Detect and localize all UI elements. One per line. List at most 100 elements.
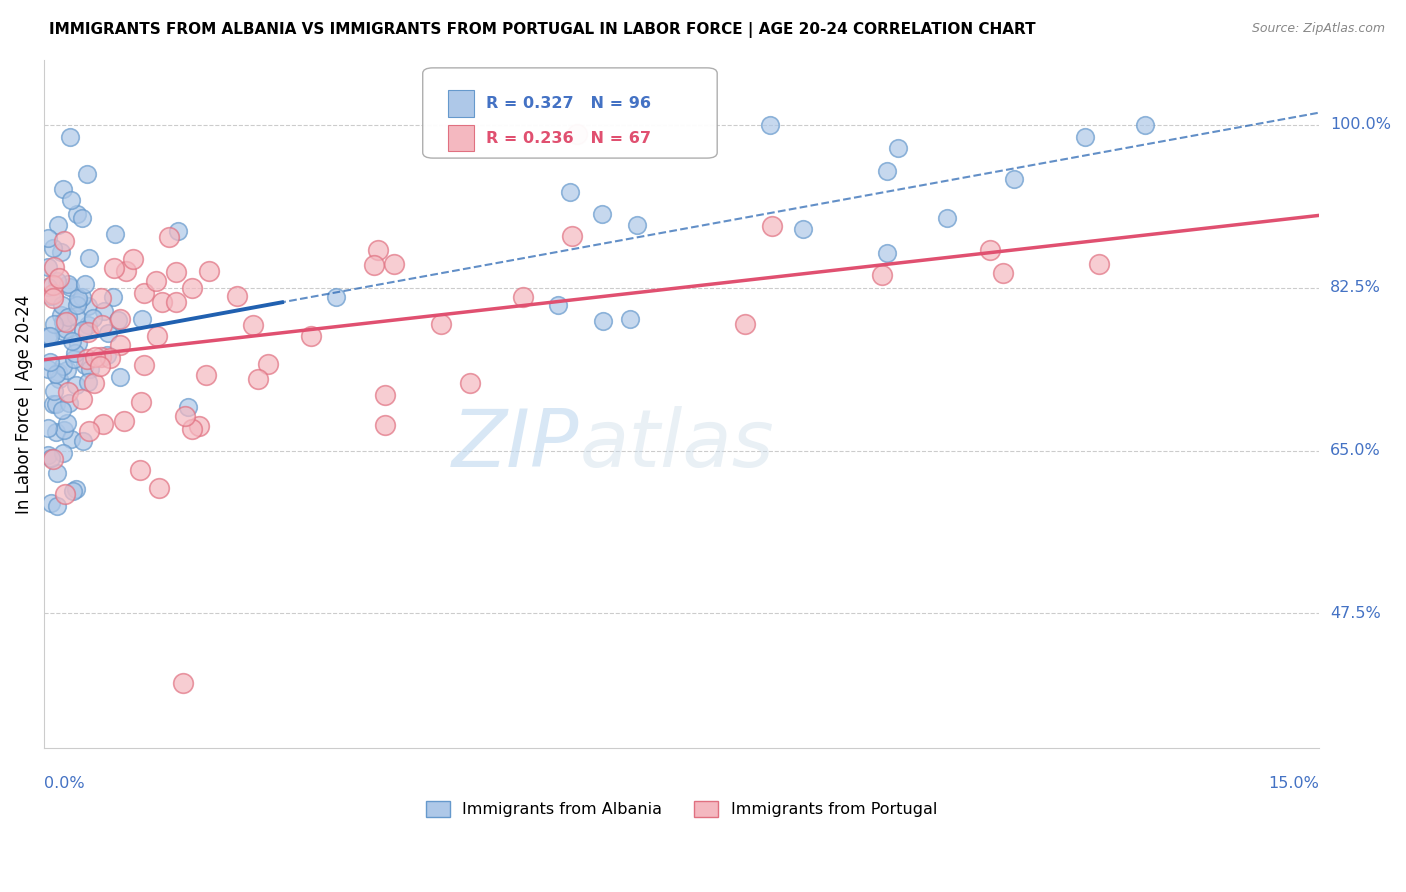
Point [76,299,98,313]
Point [979,243,1001,257]
Point [56,363,79,377]
Point [103,260,125,275]
Point [56,277,79,292]
Point [90,291,112,305]
Point [52,359,75,374]
Point [246,372,269,386]
Point [198,264,221,278]
Point [1088,257,1111,271]
Point [59,130,82,145]
Point [96,348,118,362]
Point [65,482,87,496]
Point [93,303,115,318]
Point [108,311,131,326]
Point [299,329,322,343]
Text: Source: ZipAtlas.com: Source: ZipAtlas.com [1251,22,1385,36]
Point [51,402,73,417]
Point [37,329,59,343]
Point [46,274,69,288]
Point [626,219,648,233]
Text: 65.0%: 65.0% [1330,443,1381,458]
Point [42,317,65,331]
Point [77,318,100,333]
Point [458,376,481,390]
Point [55,416,77,430]
Point [72,211,94,226]
Point [60,432,83,446]
Point [98,351,121,365]
Point [52,446,75,460]
Point [41,451,63,466]
Point [76,352,98,367]
Point [45,499,67,513]
Point [325,289,347,303]
Point [165,265,187,279]
Point [97,326,120,340]
Point [63,351,86,366]
Point [761,219,783,233]
Point [108,369,131,384]
Point [67,336,90,351]
Text: ZIP: ZIP [453,407,579,484]
Point [146,329,169,343]
Point [37,448,59,462]
Point [59,279,82,293]
Point [115,264,138,278]
Point [558,185,581,199]
Bar [449,125,474,152]
Point [38,329,60,343]
Point [145,274,167,288]
Point [363,258,385,272]
Point [83,376,105,390]
Point [41,452,63,467]
Point [84,351,107,365]
Point [367,243,389,257]
Point [384,256,406,270]
Point [48,270,70,285]
Point [256,358,278,372]
Point [49,244,72,259]
Point [48,365,70,379]
Point [90,318,112,332]
Point [132,285,155,300]
Point [45,425,67,439]
Point [89,359,111,373]
Point [1133,118,1156,132]
Point [188,419,211,434]
Point [132,358,155,372]
Point [37,280,59,294]
Text: 82.5%: 82.5% [1330,280,1381,295]
Point [122,252,145,266]
Point [41,277,63,292]
Point [55,486,77,500]
Point [167,224,190,238]
Point [177,400,200,414]
Point [58,396,80,410]
Point [936,211,959,226]
Point [44,260,66,275]
Point [547,298,569,312]
Point [148,481,170,495]
Point [242,318,264,333]
Point [592,314,614,328]
Text: 100.0%: 100.0% [1330,117,1391,132]
Point [60,334,83,348]
Point [62,483,84,498]
Point [42,287,65,301]
Point [734,317,756,331]
Point [76,168,98,182]
Point [39,355,62,369]
Point [619,312,641,326]
Point [887,141,910,155]
Point [63,346,86,360]
Point [226,289,249,303]
Point [565,128,588,142]
Point [42,384,65,398]
Point [77,325,100,339]
Point [65,378,87,392]
Bar [449,90,474,117]
Point [107,313,129,327]
Point [58,310,80,324]
Point [101,290,124,304]
Point [172,676,194,690]
